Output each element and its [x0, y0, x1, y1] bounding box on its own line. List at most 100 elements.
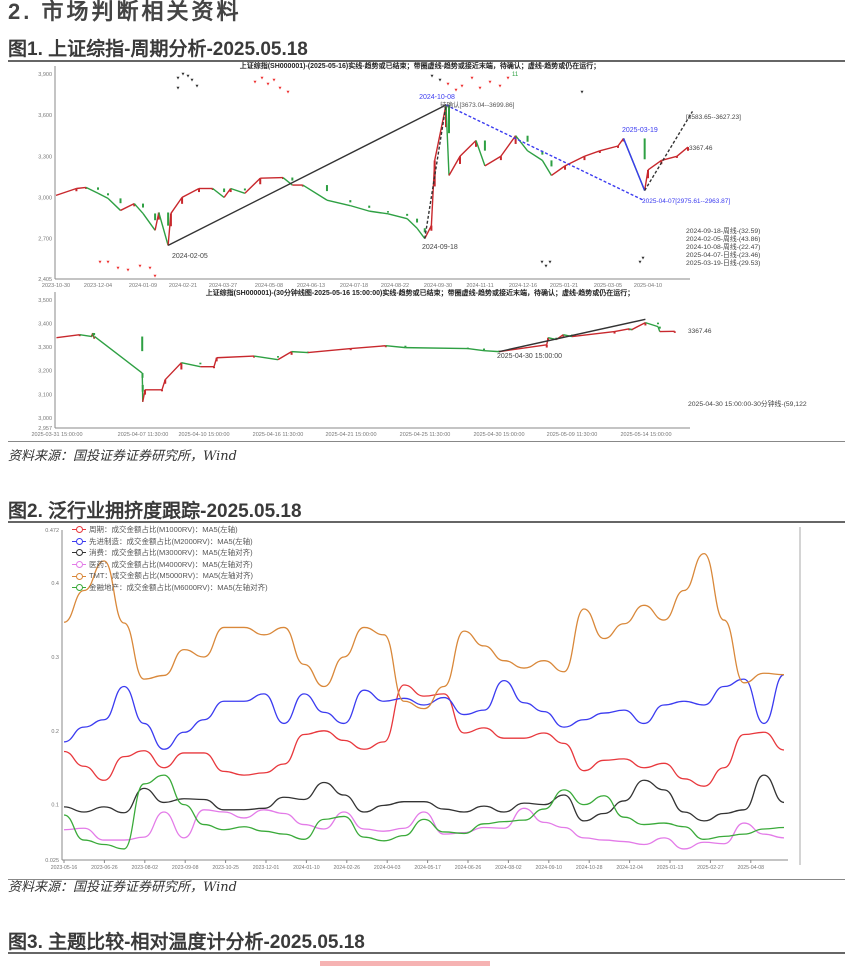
price-segment	[445, 104, 450, 176]
cycle-note: 2025-03-19-日线-(29.53)	[686, 258, 760, 267]
price-segment	[158, 212, 169, 246]
figure-2-bottom-rule	[8, 879, 845, 880]
candle	[617, 145, 619, 148]
x-tick-label: 2024-08-22	[381, 283, 409, 289]
price-segment	[291, 350, 308, 354]
price-segment	[405, 346, 468, 350]
label-pending-range: 待确认[3673.04--3699.86]	[440, 100, 515, 109]
candle	[223, 188, 226, 193]
price-segment	[475, 140, 486, 167]
y-tick-label: 3,600	[38, 113, 52, 119]
y-tick-label: 0.4	[51, 581, 59, 587]
candle	[459, 156, 461, 164]
x-tick-label: 2024-03-27	[209, 283, 237, 289]
candle	[656, 322, 659, 325]
price-segment	[170, 197, 183, 214]
candle	[144, 389, 147, 395]
candle	[583, 156, 586, 161]
price-segment	[212, 187, 225, 198]
chart1b-title: 上证综指(SH000001)-(30分钟线图-2025-05-16 15:00:…	[206, 288, 635, 297]
candle	[198, 188, 200, 193]
cycle-note: 2024-09-18-周线-(32.59)	[686, 226, 760, 235]
price-segment	[571, 330, 615, 338]
signal-marker	[488, 80, 492, 84]
candle	[181, 197, 184, 204]
x-tick-label: 2025-03-31 15:00:00	[31, 432, 82, 438]
price-segment	[614, 328, 630, 333]
price-segment	[500, 135, 517, 157]
label-peak-marker: 11	[512, 72, 519, 78]
candle	[386, 211, 389, 213]
candle	[243, 188, 246, 191]
candle	[545, 344, 548, 348]
trend-line	[622, 138, 646, 191]
x-tick-label: 2024-11-11	[466, 283, 493, 289]
price-segment	[76, 186, 87, 190]
y-tick-label: 2,700	[38, 237, 52, 243]
legend-circle-icon	[72, 526, 86, 534]
signal-marker	[272, 78, 276, 82]
x-tick-label: 2025-04-08	[738, 865, 765, 871]
legend-circle-icon	[72, 561, 86, 569]
x-tick-label: 2023-10-25	[212, 865, 239, 871]
series-line	[63, 552, 785, 710]
series-line	[63, 774, 785, 822]
candle	[169, 213, 172, 227]
label-2024-10-08: 2024-10-08	[419, 94, 455, 101]
label-2025-03-19: 2025-03-19	[622, 127, 658, 134]
signal-marker	[181, 72, 185, 76]
price-segment	[94, 335, 143, 374]
price-segment	[307, 347, 351, 354]
candle	[475, 140, 477, 147]
candle	[229, 188, 232, 193]
candle	[154, 213, 157, 221]
price-segment	[350, 345, 386, 350]
candle	[93, 333, 96, 336]
signal-marker	[544, 264, 548, 268]
legend-item[interactable]: TMT：成交金额占比(M5000RV)：MA5(左轴对齐)	[72, 570, 268, 582]
chart2-legend: 周期：成交金额占比(M1000RV)：MA5(左轴) 先进制造：成交金额占比(M…	[72, 524, 268, 594]
price-segment	[657, 326, 661, 332]
candle	[598, 150, 601, 153]
x-tick-label: 2024-12-04	[616, 865, 643, 871]
legend-item[interactable]: 消费：成交金额占比(M3000RV)：MA5(左轴对齐)	[72, 547, 268, 559]
price-segment	[260, 176, 284, 179]
label-2025-04-30: 2025-04-30 15:00:00	[497, 353, 562, 360]
chart1-title: 上证综指(SH000001)-(2025-05-16)实线-趋势或已结束；带圈虚…	[240, 61, 601, 70]
x-tick-label: 2023-09-08	[172, 865, 199, 871]
price-segment	[387, 213, 408, 220]
legend-item[interactable]: 医药：成交金额占比(M4000RV)：MA5(左轴对齐)	[72, 559, 268, 571]
figure-2-source: 资料来源：国投证券证券研究所，Wind	[8, 880, 237, 895]
y-tick-label: 0.3	[51, 655, 59, 661]
candle	[644, 322, 647, 326]
candle	[613, 331, 616, 334]
price-segment	[551, 165, 566, 177]
y-tick-label: 3,300	[38, 345, 52, 351]
candle	[349, 348, 352, 351]
x-tick-label: 2024-12-16	[509, 283, 537, 289]
x-tick-label: 2025-04-21 15:00:00	[325, 432, 376, 438]
x-tick-label: 2024-01-09	[129, 283, 157, 289]
series-line	[63, 774, 785, 850]
figure-1-chart: 上证综指(SH000001)-(2025-05-16)实线-趋势或已结束；带圈虚…	[31, 61, 806, 438]
figure-2-title: 图2. 泛行业拥挤度跟踪-2025.05.18	[8, 501, 302, 522]
signal-marker	[438, 78, 442, 82]
label-2025-04-07-range: 2025-04-07[2975.61--2963.87]	[642, 198, 730, 205]
legend-circle-icon	[72, 549, 86, 557]
x-tick-label: 2024-01-10	[293, 865, 320, 871]
legend-item[interactable]: 先进制造：成交金额占比(M2000RV)：MA5(左轴)	[72, 536, 268, 548]
candle	[290, 351, 293, 355]
price-segment	[424, 225, 433, 239]
y-tick-label: 3,000	[38, 195, 52, 201]
price-segment	[631, 322, 646, 331]
price-segment	[541, 160, 553, 176]
candle	[404, 345, 407, 348]
price-segment	[406, 218, 418, 229]
price-segment	[369, 210, 389, 215]
y-tick-label: 3,400	[38, 322, 52, 328]
price-segment	[97, 192, 109, 199]
candle	[466, 347, 469, 350]
legend-item[interactable]: 金融地产：成交金额占比(M6000RV)：MA5(左轴对齐)	[72, 582, 268, 594]
price-segment	[484, 155, 502, 167]
legend-item[interactable]: 周期：成交金额占比(M1000RV)：MA5(左轴)	[72, 524, 268, 536]
